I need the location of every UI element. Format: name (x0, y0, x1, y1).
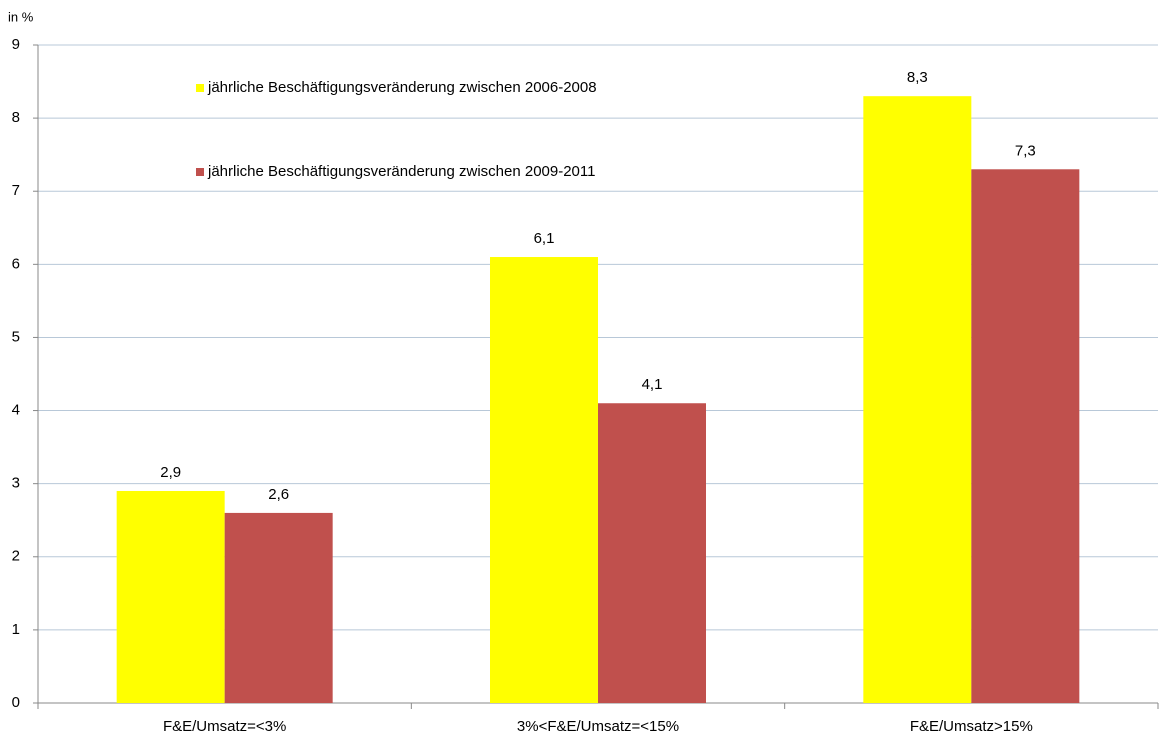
y-tick-label: 5 (12, 328, 20, 345)
data-label: 8,3 (907, 69, 928, 86)
bar (224, 512, 333, 703)
bar (116, 490, 225, 703)
y-tick-label: 0 (12, 694, 20, 711)
data-label: 2,6 (268, 486, 289, 503)
x-tick-label: 3%<F&E/Umsatz=<15% (517, 718, 679, 735)
bar (863, 96, 972, 703)
legend-label: jährliche Beschäftigungsveränderung zwis… (207, 163, 595, 180)
legend-label: jährliche Beschäftigungsveränderung zwis… (207, 79, 597, 96)
y-tick-label: 9 (12, 36, 20, 53)
data-label: 2,9 (160, 464, 181, 481)
y-tick-label: 2 (12, 548, 20, 565)
y-tick-label: 7 (12, 182, 20, 199)
y-tick-label: 1 (12, 621, 20, 638)
legend-swatch (196, 84, 204, 92)
y-tick-label: 6 (12, 255, 20, 272)
y-tick-label: 4 (12, 402, 20, 419)
y-tick-label: 8 (12, 109, 20, 126)
data-label: 6,1 (534, 230, 555, 247)
data-label: 7,3 (1015, 142, 1036, 159)
bar (971, 169, 1080, 704)
legend-swatch (196, 168, 204, 176)
x-tick-label: F&E/Umsatz>15% (910, 718, 1033, 735)
y-tick-label: 3 (12, 475, 20, 492)
data-label: 4,1 (642, 376, 663, 393)
bar (598, 403, 706, 703)
x-tick-label: F&E/Umsatz=<3% (163, 718, 286, 735)
bar (490, 257, 598, 703)
y-axis-title: in % (8, 9, 34, 24)
